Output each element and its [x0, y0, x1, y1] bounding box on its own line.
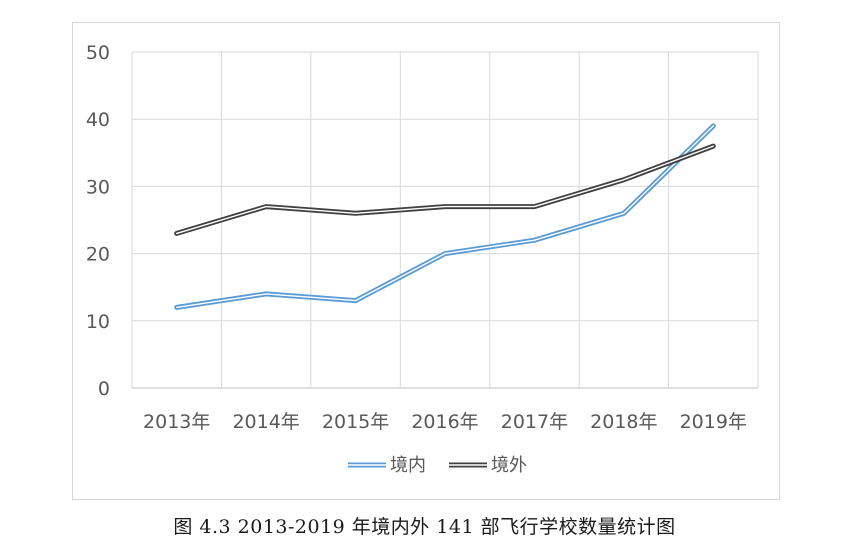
y-tick-label: 20	[86, 244, 110, 266]
x-tick-label: 2018年	[590, 411, 657, 433]
legend-label: 境内	[390, 455, 426, 476]
chart-legend: 境内 境外	[348, 455, 527, 476]
figure-caption: 图 4.3 2013-2019 年境内外 141 部飞行学校数量统计图	[173, 516, 676, 538]
line-chart: 0 10 20 30 40 50 2013年 2014年 2015年 2016年 2017年 2018…	[86, 42, 759, 476]
series-line-outer	[174, 123, 716, 310]
series-境外	[174, 143, 716, 236]
legend-label: 境外	[491, 455, 527, 476]
legend-item: 境外	[449, 455, 527, 476]
chart-series	[174, 123, 716, 310]
x-tick-label: 2013年	[143, 411, 210, 433]
x-tick-label: 2015年	[322, 411, 389, 433]
y-tick-label: 10	[86, 311, 110, 333]
y-tick-label: 40	[86, 109, 110, 131]
series-line-outer	[174, 143, 716, 236]
x-tick-label: 2019年	[680, 411, 747, 433]
x-tick-label: 2014年	[232, 411, 299, 433]
series-line-inner	[175, 145, 714, 235]
series-line-inner	[175, 125, 714, 309]
legend-item: 境内	[348, 455, 426, 476]
x-tick-label: 2016年	[411, 411, 478, 433]
chart-axes: 0 10 20 30 40 50 2013年 2014年 2015年 2016年 2017年 2018…	[86, 42, 747, 433]
y-tick-label: 0	[98, 378, 110, 400]
series-境内	[174, 123, 716, 310]
chart-frame	[72, 22, 780, 500]
y-tick-label: 30	[86, 176, 110, 198]
x-tick-label: 2017年	[501, 411, 568, 433]
y-tick-label: 50	[86, 42, 110, 64]
